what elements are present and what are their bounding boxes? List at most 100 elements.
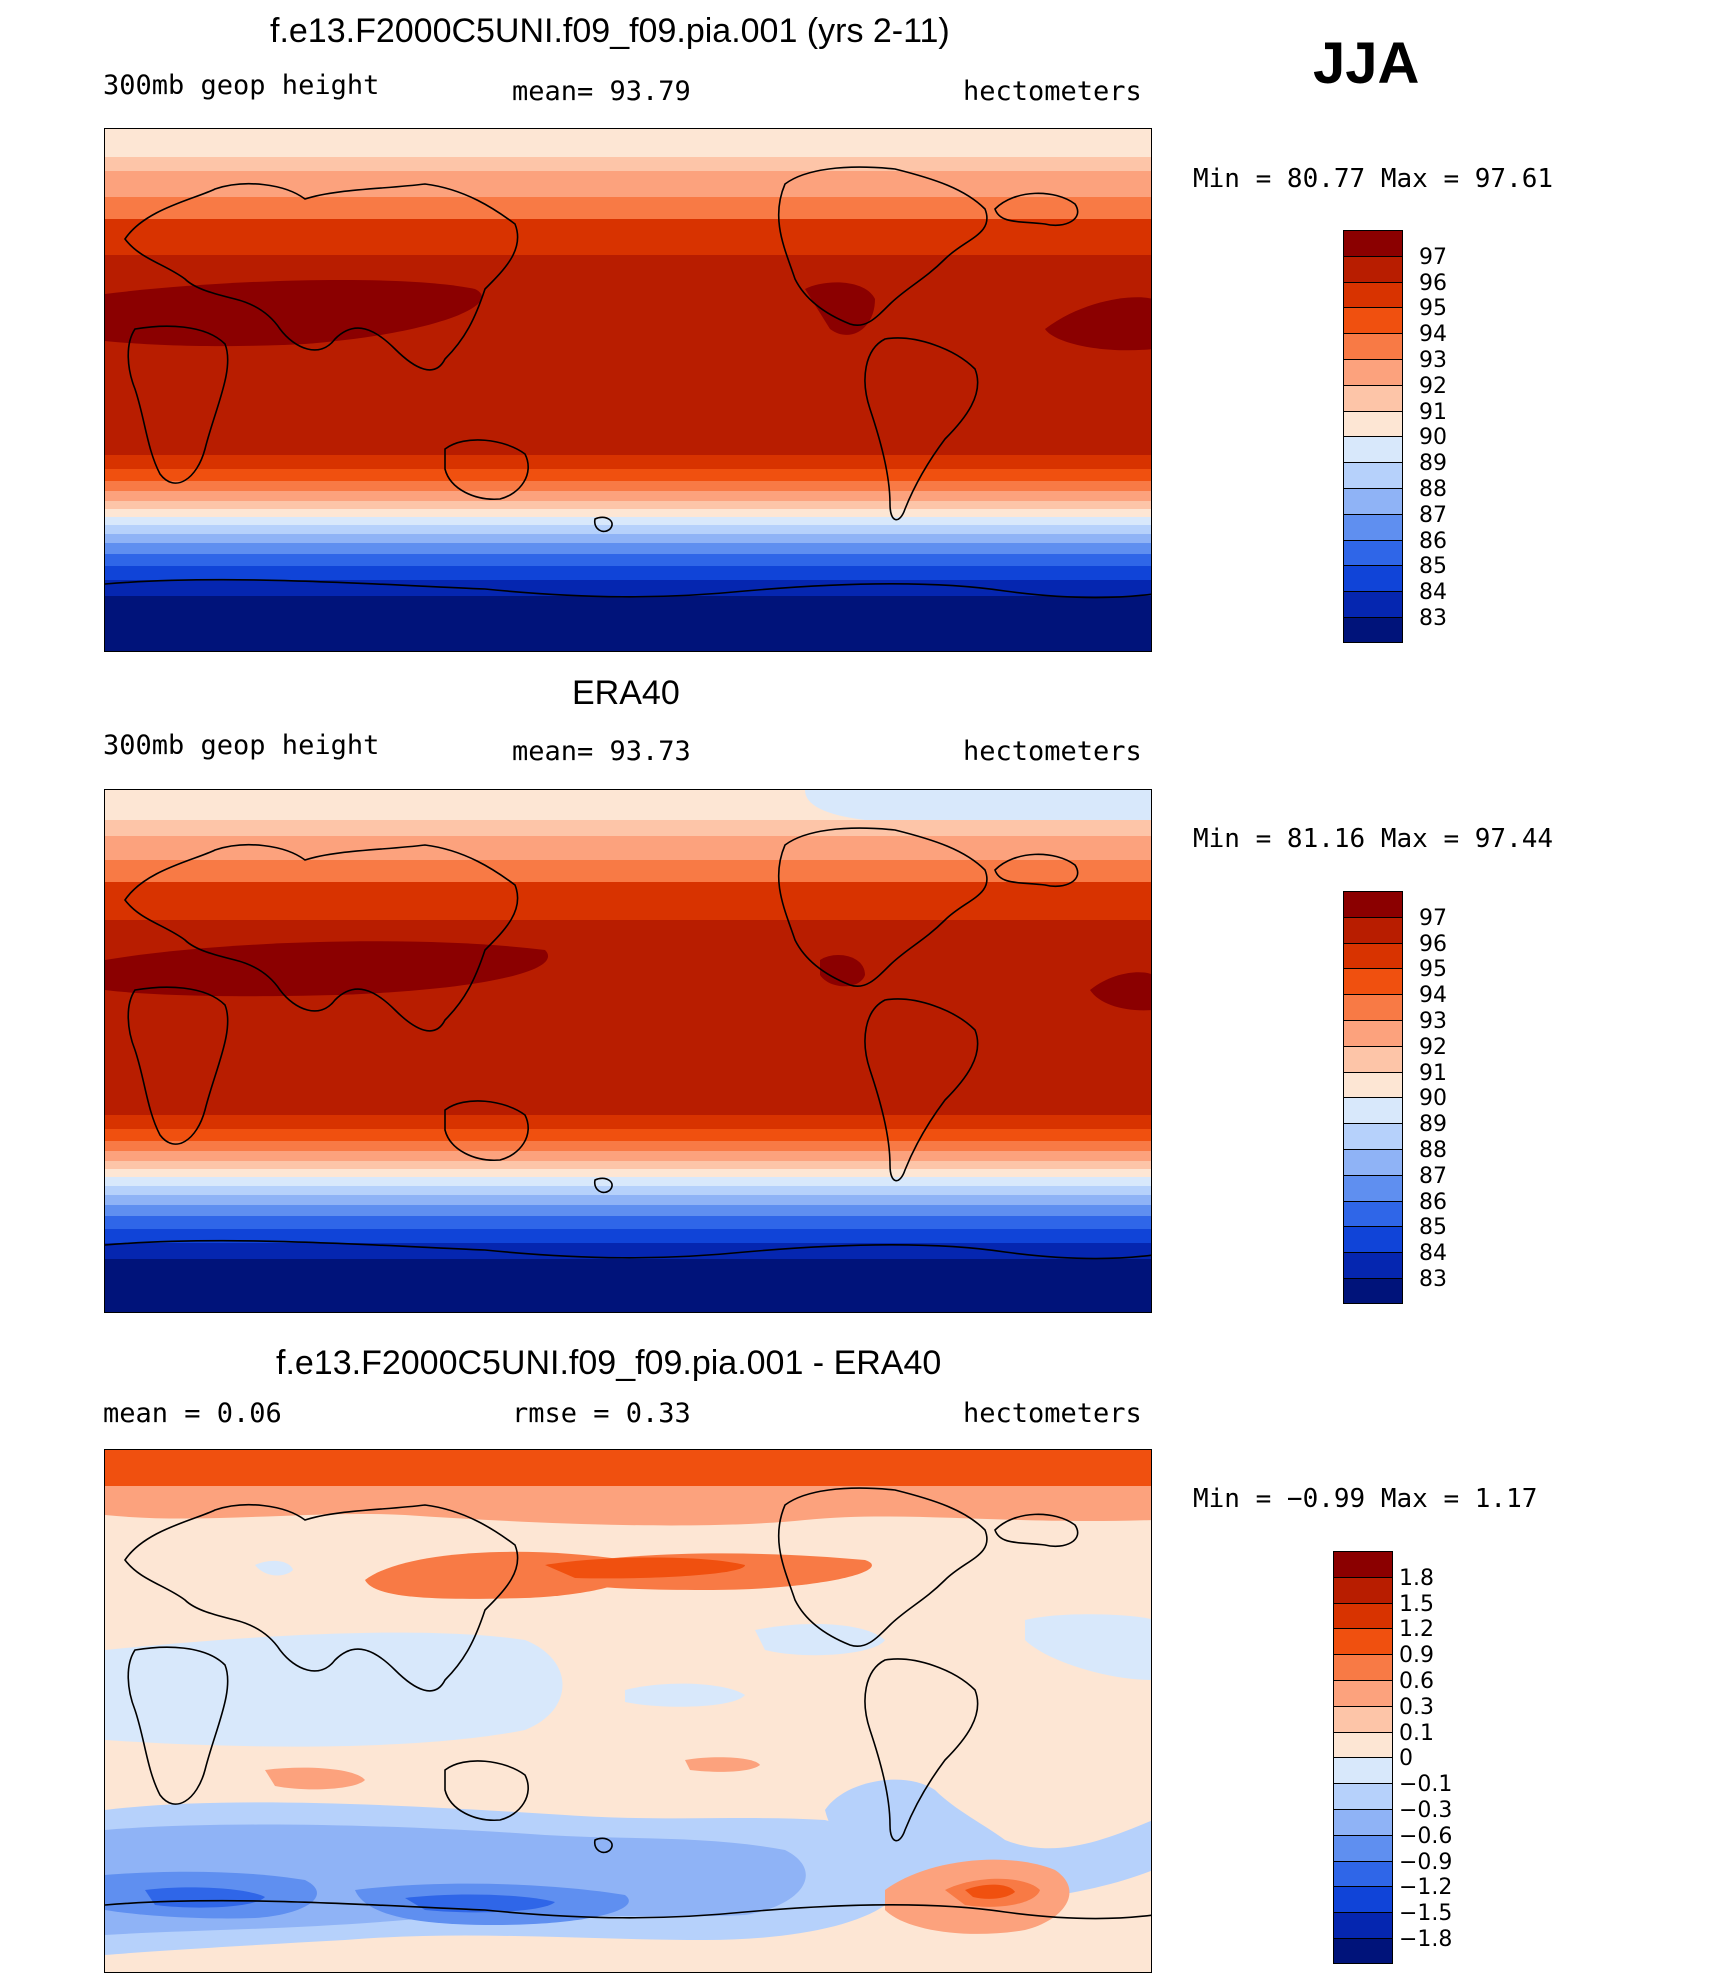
colorbar-swatch: [1343, 1045, 1403, 1073]
colorbar-swatch: [1333, 1809, 1393, 1836]
colorbar-swatch: [1343, 539, 1403, 566]
panel-3-mean-label: mean = 0.06: [103, 1398, 282, 1429]
panel-2-contour-field: [105, 790, 1151, 1312]
colorbar-label: 92: [1419, 1034, 1447, 1060]
colorbar-swatch: [1343, 307, 1403, 334]
colorbar-swatch: [1343, 565, 1403, 592]
colorbar-swatch: [1343, 591, 1403, 618]
colorbar-swatch: [1343, 1020, 1403, 1047]
colorbar-label: 97: [1419, 244, 1447, 270]
colorbar-swatch: [1333, 1551, 1393, 1578]
colorbar-swatch: [1343, 359, 1403, 386]
colorbar-label: 95: [1419, 957, 1447, 983]
colorbar-label: −1.8: [1399, 1927, 1453, 1952]
colorbar-swatch: [1343, 1200, 1403, 1227]
colorbar-swatch: [1333, 1860, 1393, 1887]
panel-3-units-label: hectometers: [963, 1398, 1142, 1429]
colorbar-swatch: [1343, 436, 1403, 463]
panel-1-minmax: Min = 80.77 Max = 97.61: [1193, 164, 1554, 194]
colorbar-swatch: [1333, 1912, 1393, 1939]
colorbar-label: 90: [1419, 1086, 1447, 1112]
colorbar-swatch: [1333, 1886, 1393, 1913]
colorbar-label: 96: [1419, 270, 1447, 296]
colorbar-swatch: [1343, 942, 1403, 969]
panel-3-minmax: Min = −0.99 Max = 1.17: [1193, 1484, 1538, 1514]
colorbar-label: −0.6: [1399, 1823, 1453, 1849]
colorbar-label: 1.8: [1399, 1565, 1434, 1591]
colorbar-swatch: [1343, 1252, 1403, 1279]
colorbar-label: 0.3: [1399, 1694, 1434, 1720]
panel-2-units-label: hectometers: [963, 736, 1142, 767]
colorbar-label: 83: [1419, 606, 1447, 631]
panel-1-variable-label: 300mb geop height: [103, 70, 380, 101]
colorbar-label: 84: [1419, 1241, 1447, 1267]
colorbar-swatch: [1343, 410, 1403, 437]
colorbar-swatch: [1343, 1071, 1403, 1098]
colorbar-label: 85: [1419, 554, 1447, 580]
season-label: JJA: [1313, 31, 1420, 96]
colorbar-label: 97: [1419, 905, 1447, 931]
colorbar-label: −0.1: [1399, 1772, 1453, 1798]
colorbar-swatch: [1343, 1174, 1403, 1202]
colorbar-label: 88: [1419, 1138, 1447, 1163]
panel-1-coastlines: [105, 166, 1151, 599]
panel-1-units-label: hectometers: [963, 76, 1142, 107]
colorbar-swatch: [1343, 230, 1403, 257]
colorbar-swatch: [1333, 1680, 1393, 1707]
colorbar-swatch: [1343, 968, 1403, 995]
colorbar-label: 93: [1419, 348, 1447, 373]
colorbar-label: 94: [1419, 322, 1447, 348]
colorbar-swatch: [1343, 488, 1403, 515]
colorbar-swatch: [1343, 333, 1403, 360]
colorbar-swatch: [1343, 1278, 1403, 1305]
colorbar-label: 91: [1419, 399, 1447, 425]
colorbar-swatch: [1343, 1097, 1403, 1124]
colorbar-label: 1.2: [1399, 1617, 1434, 1643]
colorbar-label: 92: [1419, 373, 1447, 399]
panel-3-title: f.e13.F2000C5UNI.f09_f09.pia.001 - ERA40: [276, 1344, 942, 1382]
colorbar-swatch: [1343, 513, 1403, 541]
panel-2-coastlines: [105, 827, 1151, 1260]
colorbar-label: 94: [1419, 983, 1447, 1009]
colorbar-swatch: [1333, 1654, 1393, 1681]
panel-3-contour-field: [105, 1450, 1151, 1972]
panel-2-mean-label: mean= 93.73: [512, 736, 691, 767]
colorbar-label: 0.9: [1399, 1643, 1434, 1669]
panel-2-title: ERA40: [572, 674, 680, 712]
colorbar-label: 87: [1419, 502, 1447, 528]
colorbar-label: 95: [1419, 296, 1447, 322]
colorbar-label: −1.2: [1399, 1875, 1453, 1901]
panel-2-minmax: Min = 81.16 Max = 97.44: [1193, 824, 1554, 854]
colorbar-label: 0.1: [1399, 1720, 1434, 1746]
colorbar-label: 83: [1419, 1267, 1447, 1292]
colorbar-swatch: [1333, 1757, 1393, 1784]
colorbar-label: 91: [1419, 1060, 1447, 1086]
panel-2-map: [104, 789, 1152, 1313]
colorbar-label: 0.6: [1399, 1669, 1434, 1694]
colorbar-swatch: [1333, 1705, 1393, 1733]
colorbar-swatch: [1333, 1731, 1393, 1758]
panel-3-map: [104, 1449, 1152, 1973]
colorbar-label: 86: [1419, 1189, 1447, 1215]
panel-1-title: f.e13.F2000C5UNI.f09_f09.pia.001 (yrs 2-…: [270, 12, 950, 50]
colorbar-label: 96: [1419, 931, 1447, 957]
colorbar-label: 84: [1419, 580, 1447, 606]
colorbar-label: −0.3: [1399, 1798, 1453, 1823]
panel-3-coastlines: [105, 1487, 1151, 1920]
panel-1-contour-field: [105, 129, 1151, 651]
colorbar-swatch: [1333, 1628, 1393, 1655]
colorbar-swatch: [1343, 1149, 1403, 1176]
colorbar-swatch: [1343, 384, 1403, 412]
colorbar-swatch: [1333, 1938, 1393, 1965]
colorbar-label: 88: [1419, 477, 1447, 502]
colorbar-label: 89: [1419, 1112, 1447, 1138]
colorbar-swatch: [1343, 462, 1403, 489]
panel-3-rmse-label: rmse = 0.33: [512, 1398, 691, 1429]
colorbar-label: 93: [1419, 1009, 1447, 1034]
panel-2-variable-label: 300mb geop height: [103, 730, 380, 761]
colorbar-swatch: [1343, 994, 1403, 1021]
colorbar-swatch: [1343, 1226, 1403, 1253]
colorbar-label: −0.9: [1399, 1849, 1453, 1875]
colorbar-swatch: [1333, 1602, 1393, 1629]
colorbar-swatch: [1343, 916, 1403, 944]
